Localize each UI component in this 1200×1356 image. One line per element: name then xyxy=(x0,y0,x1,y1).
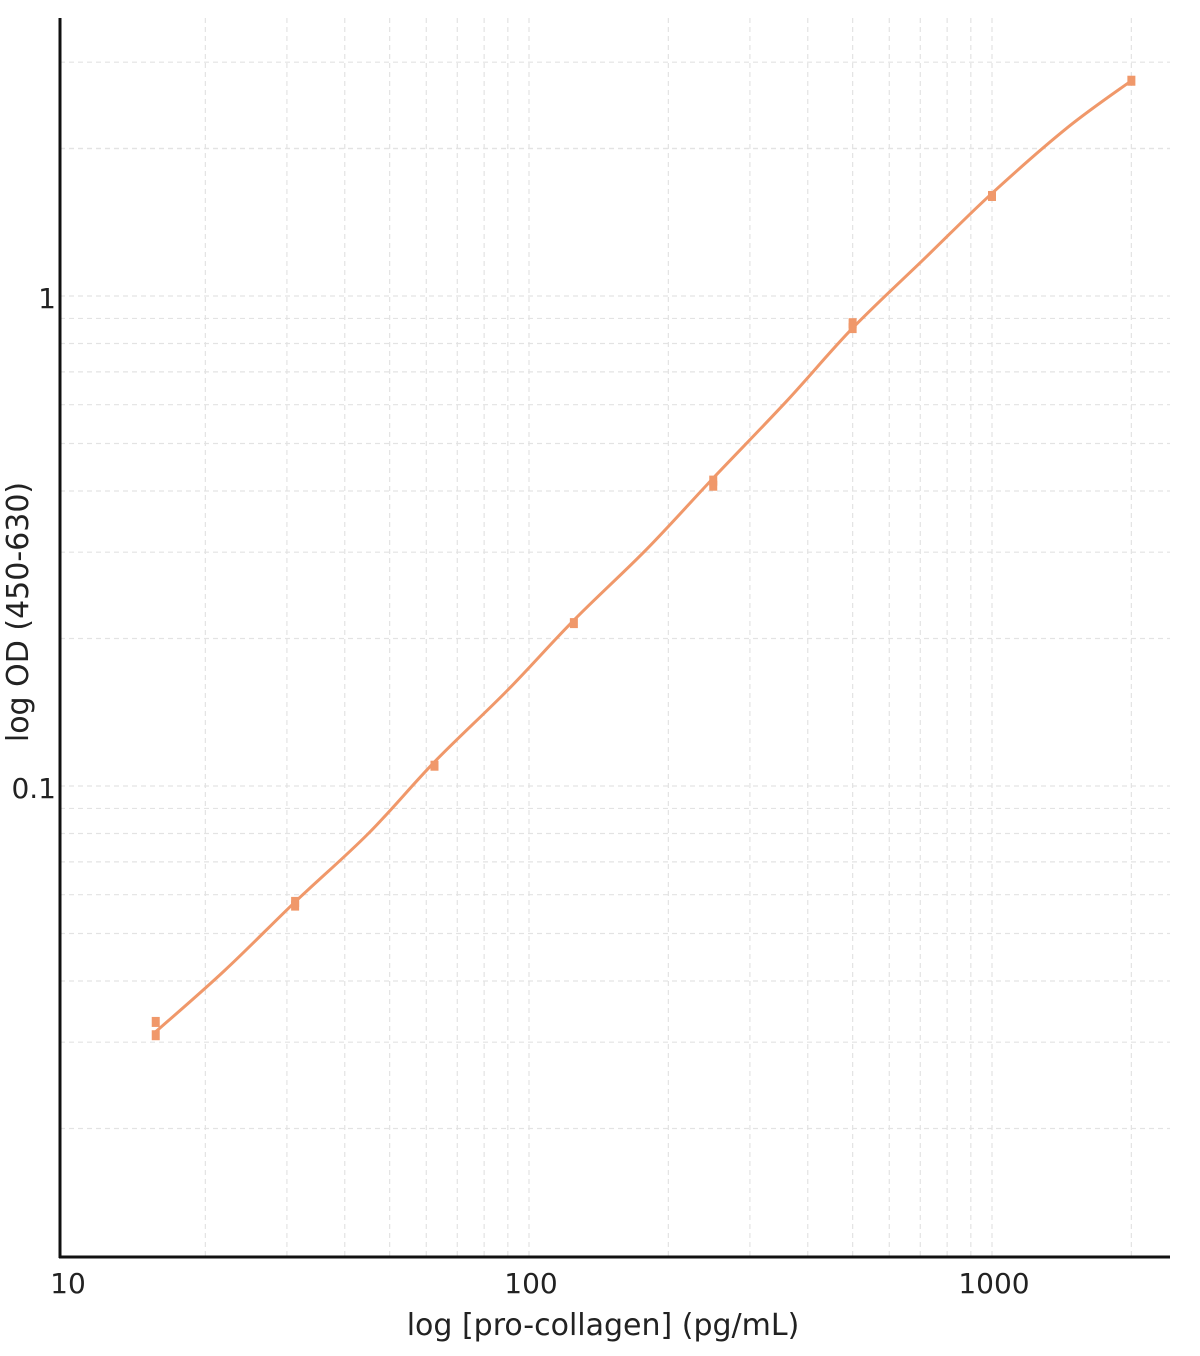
x-tick-label: 1000 xyxy=(958,1267,1029,1300)
y-tick-label: 0.1 xyxy=(11,772,56,805)
data-point xyxy=(709,480,718,491)
data-point xyxy=(291,900,300,911)
data-point xyxy=(709,475,718,486)
grid xyxy=(60,18,1170,1257)
y-axis-title: log OD (450-630) xyxy=(1,482,36,742)
data-point xyxy=(848,323,857,334)
x-tick-label: 100 xyxy=(504,1267,557,1300)
tick-labels: 10 100 1000 1 0.1 xyxy=(11,282,1029,1300)
x-tick-label: 10 xyxy=(50,1267,86,1300)
data-points xyxy=(151,75,1136,1041)
fit-curve xyxy=(154,79,1133,1033)
data-point xyxy=(1127,75,1136,86)
data-point xyxy=(569,618,578,629)
data-point xyxy=(988,190,996,201)
y-tick-label: 1 xyxy=(38,282,56,315)
data-point xyxy=(430,760,439,771)
data-point xyxy=(151,1030,160,1041)
data-point xyxy=(151,1016,160,1027)
x-axis-title: log [pro-collagen] (pg/mL) xyxy=(407,1308,800,1343)
